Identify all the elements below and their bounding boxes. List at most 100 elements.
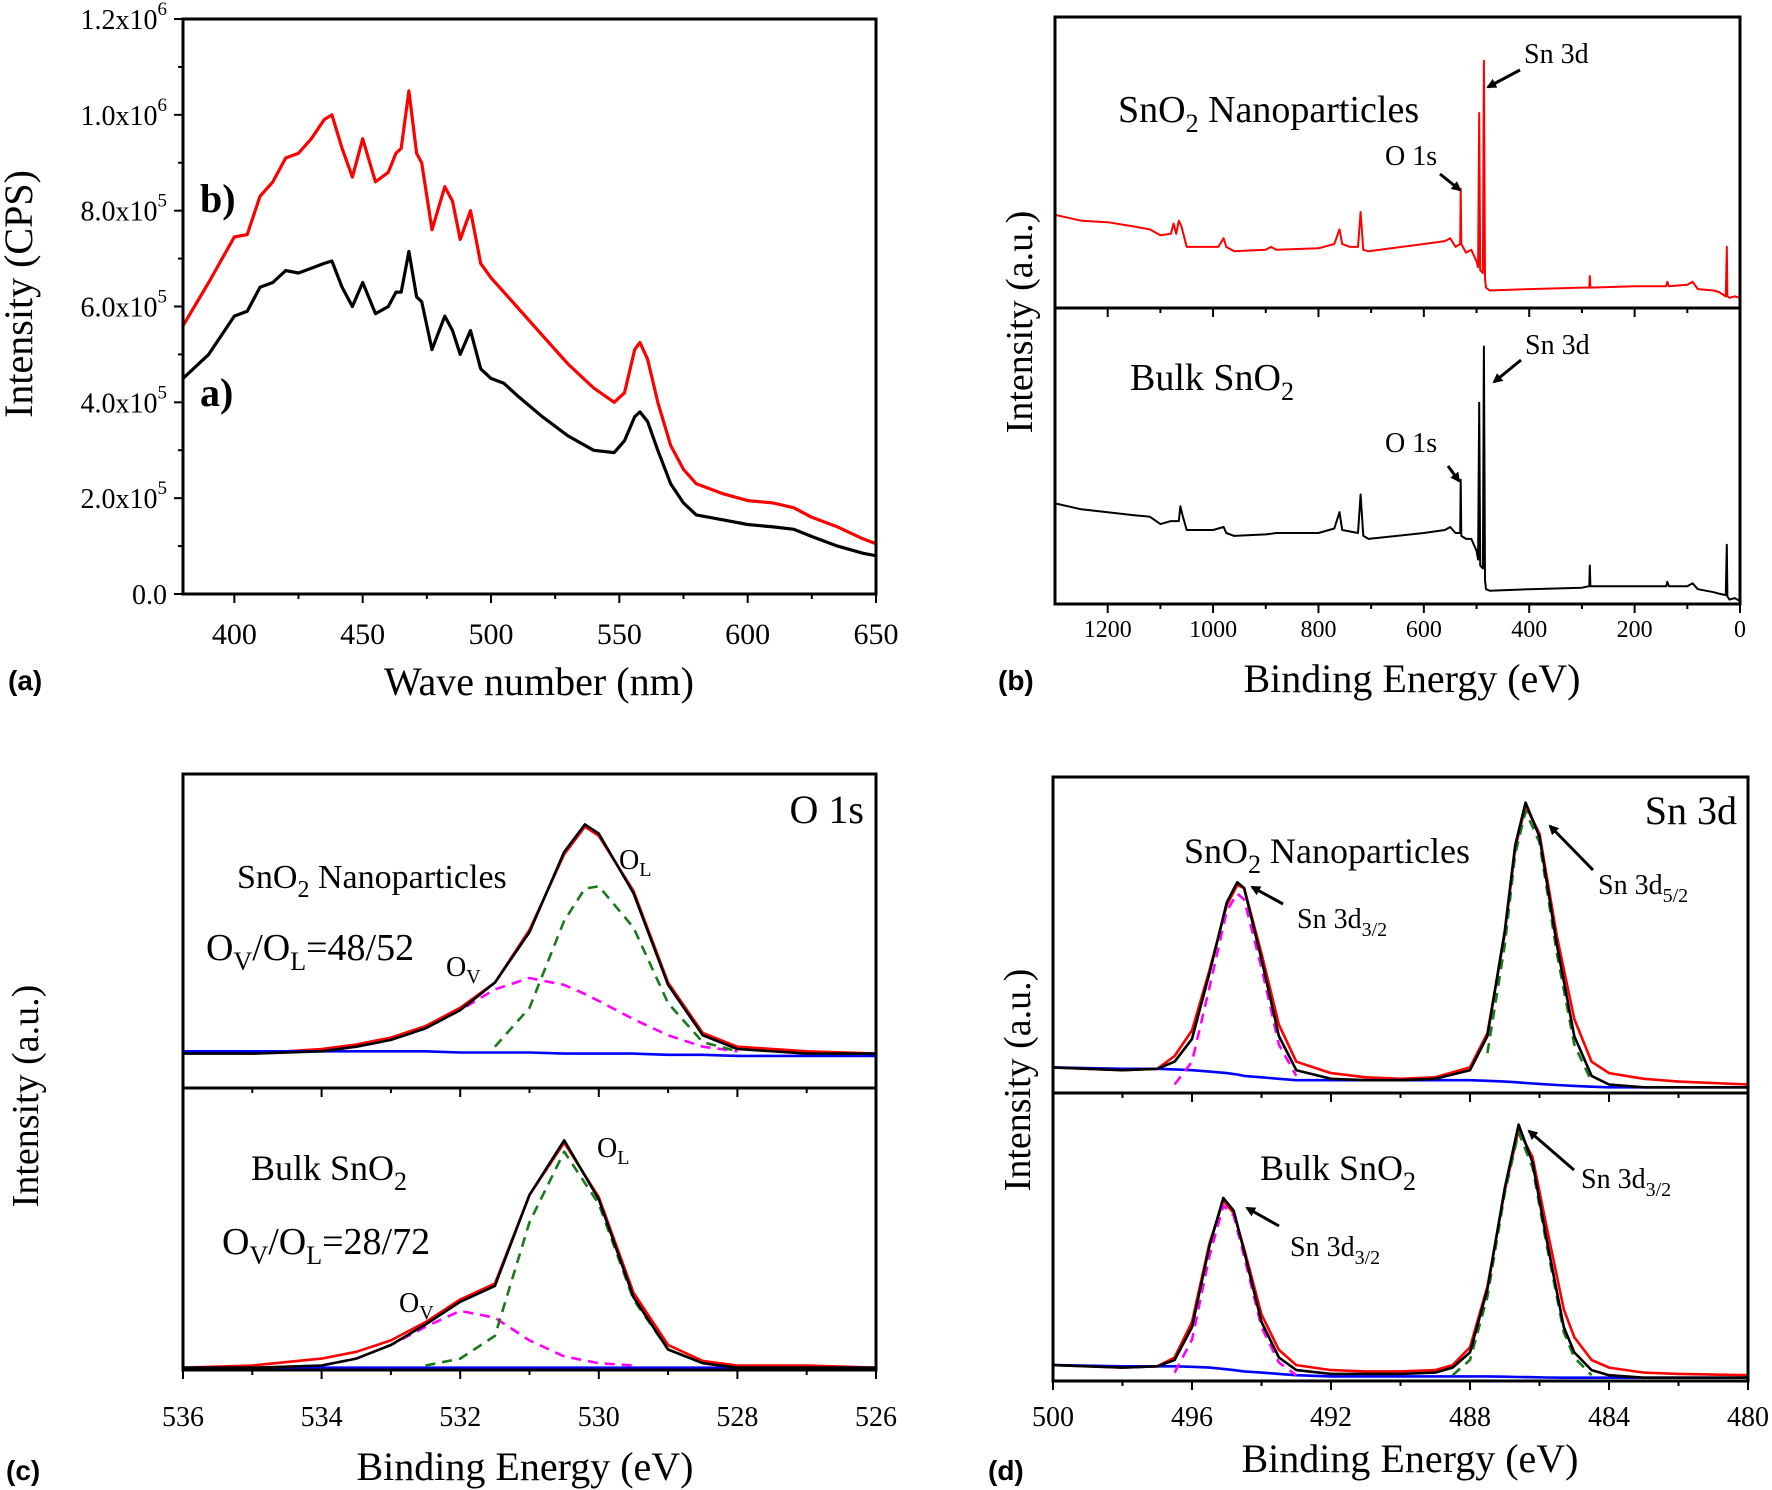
x-tick-label: 650 (854, 618, 899, 651)
y-tick-exponent: 5 (158, 382, 168, 403)
arrow-icon (1439, 172, 1462, 192)
y-axis-label: Intensity (a.u.) (999, 211, 1041, 434)
x-tick-label: 500 (1032, 1402, 1074, 1433)
curve-label-b: b) (200, 176, 236, 221)
subplot-1 (1055, 59, 1740, 299)
panel-label: (d) (988, 1455, 1024, 1486)
sample-label-nanoparticles: SnO2 Nanoparticles (1118, 89, 1419, 138)
y-tick-exponent: 5 (158, 478, 168, 499)
arrow-icon (1446, 465, 1461, 483)
x-tick-label: 534 (301, 1402, 343, 1433)
series-line (1053, 1363, 1748, 1379)
panel-title: Sn 3d (1645, 788, 1737, 833)
sample-label-nanoparticles: SnO2 Nanoparticles (237, 859, 507, 903)
x-tick-label: 800 (1300, 617, 1336, 643)
component-label-ol: OL (619, 845, 651, 881)
series-line (1053, 1066, 1748, 1089)
peak-label-sn3d: Sn 3d (1524, 39, 1589, 70)
x-tick-label: 600 (725, 618, 770, 651)
peak-label-sn3d-3-2: Sn 3d3/2 (1290, 1232, 1380, 1269)
x-tick-label: 536 (162, 1402, 204, 1433)
component-label-ov: OV (399, 1288, 434, 1324)
x-tick-label: 200 (1617, 617, 1653, 643)
peak-label-sn3d-5-2: Sn 3d5/2 (1598, 870, 1688, 907)
x-tick-label: 400 (1511, 617, 1547, 643)
panel-a-plot: 400 450 500 550 600 6500.02.0x1054.0x1056.0x1… (81, 0, 899, 651)
arrow-icon (1250, 885, 1284, 906)
plot-frame (1051, 1091, 1750, 1383)
series-line (183, 1139, 876, 1369)
x-tick-label: 1200 (1084, 617, 1132, 643)
arrow-icon (1527, 1129, 1575, 1172)
subplot-2 (1055, 345, 1740, 602)
y-tick-mantissa: 2.0x10 (81, 484, 158, 515)
subplot-2 (183, 1139, 876, 1369)
y-tick-label: 1.2x106 (81, 0, 168, 36)
component-curve (1486, 809, 1593, 1083)
y-tick-mantissa: 8.0x10 (81, 197, 158, 228)
x-tick-label: 532 (439, 1402, 481, 1433)
subplot-1 (183, 823, 876, 1058)
x-tick-label: 1000 (1189, 617, 1237, 643)
arrow-icon (1548, 824, 1595, 872)
peak-label-sn3d-3-2: Sn 3d3/2 (1297, 904, 1387, 941)
subplot-1 (183, 89, 876, 558)
panel-d: 500 496 492 488 484 480 Intensity (a.u.) Bind… (988, 775, 1769, 1486)
y-tick-label: 8.0x105 (81, 191, 168, 228)
y-tick-mantissa: 6.0x10 (81, 293, 158, 324)
arrow-icon (1245, 1206, 1280, 1228)
sample-label-bulk: Bulk SnO2 (1260, 1148, 1416, 1196)
component-curve (1173, 892, 1298, 1086)
panel-b-plot: 1200 1000 800 600 400 200 0 (1053, 15, 1746, 643)
plot-frame (1053, 306, 1742, 606)
y-tick-exponent: 5 (158, 287, 168, 308)
panel-label: (c) (6, 1455, 40, 1486)
series-line (1055, 345, 1740, 602)
x-tick-label: 484 (1588, 1402, 1630, 1433)
component-curve (1451, 1130, 1593, 1377)
arrow-icon (1486, 68, 1521, 89)
subplot-1 (1053, 801, 1748, 1089)
peak-label-o1s: O 1s (1385, 428, 1437, 459)
x-axis-label: Binding Energy (eV) (357, 1444, 694, 1489)
component-curve (493, 885, 738, 1053)
series-line (1053, 801, 1748, 1089)
y-tick-label: 2.0x105 (81, 478, 168, 515)
subplot-2 (1053, 1123, 1748, 1379)
panel-d-plot: 500 496 492 488 484 480 (1032, 775, 1769, 1433)
arrow-icon (1492, 358, 1522, 384)
x-tick-label: 492 (1310, 1402, 1352, 1433)
sample-label-bulk: Bulk SnO2 (251, 1148, 407, 1196)
plot-frame (1051, 775, 1750, 1095)
component-label-ov: OV (446, 952, 481, 988)
x-axis-label: Binding Energy (eV) (1244, 656, 1581, 701)
x-tick-label: 526 (855, 1402, 897, 1433)
x-tick-label: 400 (212, 618, 257, 651)
curve-label-a: a) (200, 370, 233, 415)
y-tick-exponent: 5 (158, 191, 168, 212)
x-tick-label: 530 (578, 1402, 620, 1433)
x-tick-label: 500 (469, 618, 514, 651)
x-tick-label: 600 (1406, 617, 1442, 643)
sample-label-nanoparticles: SnO2 Nanoparticles (1184, 831, 1470, 879)
y-tick-label: 6.0x105 (81, 287, 168, 324)
y-tick-label: 0.0 (132, 580, 167, 611)
ratio-label: OV/OL=48/52 (206, 927, 414, 976)
panel-a: 400 450 500 550 600 6500.02.0x1054.0x1056.0x1… (0, 0, 899, 704)
component-label-ol: OL (597, 1133, 629, 1169)
panel-c: 536 534 532 530 528 526 Intensity (a.u.) Bind… (5, 772, 897, 1489)
series-line (183, 249, 876, 558)
y-tick-mantissa: 0.0 (132, 580, 167, 611)
panel-b: 1200 1000 800 600 400 200 0 Intensity (a.u.) B… (998, 15, 1746, 701)
y-axis-label: Intensity (a.u.) (997, 969, 1039, 1192)
x-tick-label: 496 (1171, 1402, 1213, 1433)
x-tick-label: 450 (340, 618, 385, 651)
component-curve (321, 1309, 634, 1367)
y-tick-exponent: 6 (158, 0, 168, 20)
x-tick-label: 528 (716, 1402, 758, 1433)
x-tick-label: 488 (1449, 1402, 1491, 1433)
y-tick-label: 1.0x106 (81, 95, 168, 132)
peak-label-sn3d-3-2: Sn 3d3/2 (1581, 1164, 1671, 1201)
series-line (1053, 1123, 1748, 1379)
panel-c-plot: 536 534 532 530 528 526 (162, 772, 897, 1433)
